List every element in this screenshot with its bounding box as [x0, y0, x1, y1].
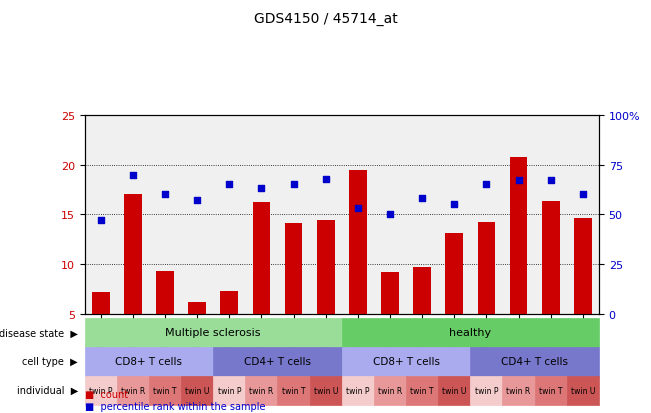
Bar	[542, 202, 560, 314]
Point	[128, 172, 138, 178]
Bar	[253, 203, 270, 314]
Text: CD8+ T cells: CD8+ T cells	[115, 356, 182, 366]
Bar	[574, 219, 592, 314]
Bar	[156, 271, 174, 314]
Text: twin P: twin P	[89, 386, 113, 395]
Text: cell type  ▶: cell type ▶	[23, 356, 78, 366]
Text: healthy: healthy	[449, 328, 492, 337]
Text: twin P: twin P	[217, 386, 241, 395]
Text: disease state  ▶: disease state ▶	[0, 328, 78, 337]
Text: twin R: twin R	[506, 386, 531, 395]
Point	[288, 182, 299, 188]
Text: CD4+ T cells: CD4+ T cells	[501, 356, 568, 366]
Bar	[124, 195, 142, 314]
Point	[353, 206, 363, 212]
Bar	[349, 170, 367, 314]
Bar	[221, 291, 238, 314]
Text: individual  ▶: individual ▶	[17, 385, 78, 395]
Text: twin T: twin T	[153, 386, 176, 395]
Text: twin T: twin T	[410, 386, 434, 395]
Bar	[188, 302, 206, 314]
Point	[159, 192, 170, 198]
Text: CD4+ T cells: CD4+ T cells	[244, 356, 311, 366]
Text: twin P: twin P	[346, 386, 370, 395]
Bar	[510, 157, 527, 314]
Text: twin R: twin R	[249, 386, 273, 395]
Text: CD8+ T cells: CD8+ T cells	[372, 356, 439, 366]
Bar	[413, 267, 431, 314]
Point	[514, 178, 524, 184]
Text: GDS4150 / 45714_at: GDS4150 / 45714_at	[254, 12, 397, 26]
Text: twin U: twin U	[185, 386, 210, 395]
Text: ■  percentile rank within the sample: ■ percentile rank within the sample	[85, 401, 265, 411]
Text: twin U: twin U	[314, 386, 338, 395]
Point	[577, 192, 588, 198]
Point	[385, 211, 395, 218]
Text: twin U: twin U	[442, 386, 467, 395]
Bar	[478, 223, 495, 314]
Point	[96, 217, 106, 224]
Bar	[317, 221, 335, 314]
Text: twin T: twin T	[539, 386, 562, 395]
Text: ■  count: ■ count	[85, 389, 128, 399]
Point	[449, 202, 460, 208]
Text: twin P: twin P	[475, 386, 498, 395]
Text: Multiple sclerosis: Multiple sclerosis	[165, 328, 261, 337]
Bar	[92, 292, 109, 314]
Bar	[381, 272, 399, 314]
Point	[192, 197, 202, 204]
Point	[417, 196, 427, 202]
Point	[546, 178, 556, 184]
Point	[256, 186, 267, 192]
Text: twin R: twin R	[120, 386, 145, 395]
Point	[224, 182, 234, 188]
Bar	[445, 234, 463, 314]
Bar	[284, 224, 303, 314]
Point	[320, 176, 331, 183]
Text: twin R: twin R	[378, 386, 402, 395]
Text: twin U: twin U	[571, 386, 595, 395]
Text: twin T: twin T	[282, 386, 305, 395]
Point	[481, 182, 492, 188]
